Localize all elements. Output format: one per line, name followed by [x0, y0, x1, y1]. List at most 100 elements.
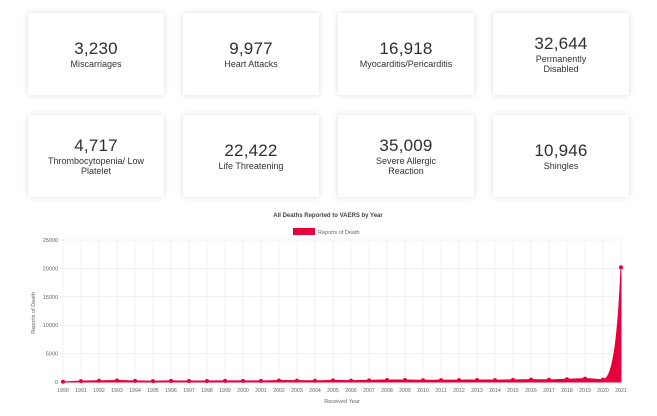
data-point-1990	[61, 379, 65, 384]
data-point-2018	[565, 377, 569, 382]
stat-value: 32,644	[534, 33, 588, 53]
x-tick-label: 1996	[165, 388, 177, 394]
x-axis-ticks: 1990 1991 1992 1993 1994 1995 1996 1997 1998 1999…	[57, 388, 627, 394]
stat-label: Heart Attacks	[224, 58, 278, 69]
legend-swatch[interactable]	[293, 228, 315, 235]
x-tick-label: 1994	[129, 388, 141, 394]
stat-label: Severe Allergic Reaction	[375, 155, 437, 177]
deaths-area	[62, 267, 622, 383]
x-tick-label: 1991	[75, 388, 87, 394]
x-tick-label: 2009	[399, 388, 411, 394]
data-point-2020	[601, 377, 605, 382]
data-point-2006	[349, 378, 353, 383]
stat-value: 35,009	[379, 135, 433, 155]
stat-label: Life Threatening	[218, 160, 284, 171]
data-point-2016	[529, 377, 533, 382]
data-point-2015	[511, 377, 515, 382]
x-axis-label: Received Year	[324, 399, 360, 405]
data-point-2013	[475, 377, 479, 382]
x-tick-label: 2016	[525, 388, 537, 394]
x-tick-label: 1992	[93, 388, 105, 394]
data-point-2009	[403, 378, 407, 383]
y-tick-label: 10000	[43, 323, 58, 329]
x-tick-label: 2002	[273, 388, 285, 394]
y-tick-label: 20000	[43, 266, 58, 272]
data-point-2019	[583, 376, 587, 381]
stat-label: Myocarditis/Pericarditis	[359, 58, 453, 69]
x-tick-label: 1995	[147, 388, 159, 394]
data-point-1998	[205, 378, 209, 383]
stat-card-life-threatening: 22,422 Life Threatening	[183, 115, 319, 197]
stat-card-miscarriages: 3,230 Miscarriages	[28, 13, 164, 95]
y-axis-label: Reports of Death	[31, 292, 37, 334]
data-point-2014	[493, 378, 497, 383]
data-point-2010	[421, 378, 425, 383]
stat-card-thrombocytopenia: 4,717 Thrombocytopenia/ Low Platelet	[28, 115, 164, 197]
stat-card-shingles: 10,946 Shingles	[493, 115, 629, 197]
x-tick-label: 2000	[237, 388, 249, 394]
data-point-2012	[457, 378, 461, 383]
data-point-2001	[259, 378, 263, 383]
stat-value: 10,946	[534, 140, 588, 160]
x-tick-label: 2006	[345, 388, 357, 394]
chart-legend[interactable]: Reports of Death	[293, 228, 360, 236]
data-point-1999	[223, 378, 227, 383]
data-point-1996	[169, 378, 173, 383]
data-point-2002	[277, 378, 281, 383]
x-tick-label: 2020	[597, 388, 609, 394]
y-tick-label: 15000	[43, 295, 58, 301]
x-tick-label: 2018	[561, 388, 573, 394]
x-tick-label: 2012	[453, 388, 465, 394]
data-point-2011	[439, 378, 443, 383]
stat-label: Permanently Disabled	[535, 53, 587, 75]
stat-card-permanently-disabled: 32,644 Permanently Disabled	[493, 13, 629, 95]
x-tick-label: 2005	[327, 388, 339, 394]
x-tick-label: 1999	[219, 388, 231, 394]
data-point-2004	[313, 378, 317, 383]
legend-label[interactable]: Reports of Death	[318, 230, 360, 236]
stat-card-severe-allergic: 35,009 Severe Allergic Reaction	[338, 115, 474, 197]
data-point-1991	[79, 379, 83, 384]
x-tick-label: 2014	[489, 388, 501, 394]
data-point-2003	[295, 378, 299, 383]
x-tick-label: 2021	[615, 388, 627, 394]
data-point-1992	[97, 378, 101, 383]
x-tick-label: 2017	[543, 388, 555, 394]
stat-value: 22,422	[224, 140, 278, 160]
y-axis-ticks: 0 5000 10000 15000 20000 25000	[43, 238, 58, 386]
stat-card-heart-attacks: 9,977 Heart Attacks	[183, 13, 319, 95]
x-tick-label: 2008	[381, 388, 393, 394]
data-point-2005	[331, 378, 335, 383]
stat-card-myocarditis: 16,918 Myocarditis/Pericarditis	[338, 13, 474, 95]
x-tick-label: 2001	[255, 388, 267, 394]
x-tick-label: 1993	[111, 388, 123, 394]
data-point-1993	[115, 378, 119, 383]
y-tick-label: 25000	[43, 238, 58, 244]
stat-value: 16,918	[379, 38, 433, 58]
stat-label: Thrombocytopenia/ Low Platelet	[47, 155, 145, 177]
stats-grid: 3,230 Miscarriages 9,977 Heart Attacks 1…	[28, 13, 629, 197]
data-point-1995	[151, 379, 155, 384]
stat-label: Miscarriages	[70, 58, 122, 69]
x-tick-label: 2013	[471, 388, 483, 394]
stat-value: 4,717	[74, 135, 118, 155]
x-tick-label: 1990	[57, 388, 69, 394]
chart-svg: All Deaths Reported to VAERS by Year Rep…	[31, 213, 627, 405]
data-point-2007	[367, 378, 371, 383]
data-point-2008	[385, 377, 389, 382]
x-tick-label: 2003	[291, 388, 303, 394]
y-tick-label: 0	[55, 380, 58, 386]
x-tick-label: 1998	[201, 388, 213, 394]
x-tick-label: 2007	[363, 388, 375, 394]
data-point-2017	[547, 377, 551, 382]
stat-value: 3,230	[74, 38, 118, 58]
data-point-2000	[241, 378, 245, 383]
deaths-chart: All Deaths Reported to VAERS by Year Rep…	[0, 205, 657, 416]
data-point-1997	[187, 379, 191, 384]
x-tick-label: 2010	[417, 388, 429, 394]
data-point-2021	[619, 265, 623, 270]
data-point-1994	[133, 378, 137, 383]
data-points	[61, 265, 623, 384]
chart-title: All Deaths Reported to VAERS by Year	[273, 213, 383, 219]
x-tick-label: 2004	[309, 388, 321, 394]
